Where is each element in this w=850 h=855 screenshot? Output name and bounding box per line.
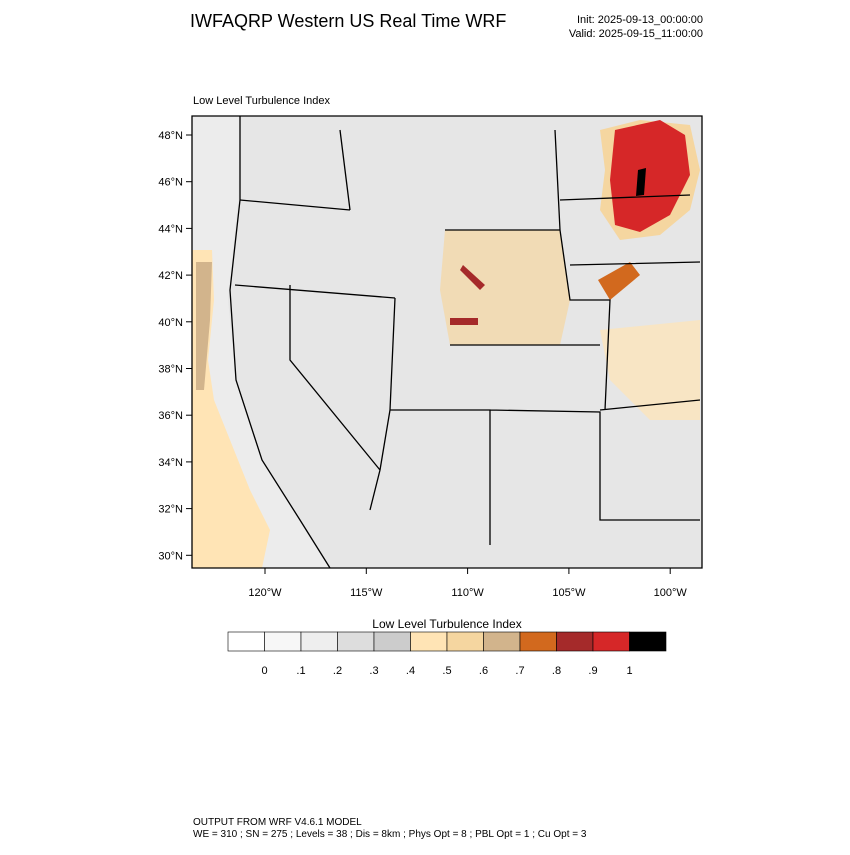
lat-labels: 48°N 46°N 44°N 42°N 40°N 38°N 36°N 34°N 32°N 30°N [158, 130, 192, 562]
init-time: Init: 2025-09-13_00:00:00 [577, 14, 703, 26]
colorbar-box [592, 631, 630, 652]
lat-label: 48°N [158, 130, 183, 142]
turbulence-area [450, 318, 478, 325]
lat-label: 32°N [158, 504, 183, 516]
colorbar-box [556, 631, 594, 652]
turbulence-area [610, 120, 690, 232]
colorbar-label: 1 [626, 665, 632, 677]
colorbar-box [227, 631, 265, 652]
colorbar-label: .4 [406, 665, 415, 677]
colorbar-label: .9 [588, 665, 597, 677]
turbulence-area [440, 230, 570, 345]
colorbar-box [483, 631, 521, 652]
colorbar-title: Low Level Turbulence Index [372, 617, 521, 631]
colorbar-label: .7 [515, 665, 524, 677]
lon-label: 120°W [248, 587, 282, 599]
lat-label: 36°N [158, 410, 183, 422]
colorbar-box [264, 631, 302, 652]
lat-label: 38°N [158, 364, 183, 376]
valid-time: Valid: 2025-09-15_11:00:00 [569, 28, 703, 40]
colorbar-label: .1 [296, 665, 305, 677]
lat-label: 34°N [158, 457, 183, 469]
turbulence-area [600, 320, 700, 420]
footer-line: OUTPUT FROM WRF V4.6.1 MODEL [193, 817, 362, 828]
colorbar-label: .5 [442, 665, 451, 677]
colorbar-box [446, 631, 484, 652]
colorbar-box [629, 631, 667, 652]
ocean-pattern [196, 262, 212, 390]
colorbar-label: .6 [479, 665, 488, 677]
turbulence-area [460, 265, 485, 290]
lon-label: 115°W [350, 587, 383, 599]
lon-labels: 120°W 115°W 110°W 105°W 100°W [248, 568, 687, 599]
lon-label: 100°W [654, 587, 688, 599]
lat-label: 42°N [158, 270, 183, 282]
turbulence-area [636, 168, 646, 196]
map [191, 115, 703, 569]
ocean-pattern [192, 250, 270, 568]
colorbar-label: .3 [369, 665, 378, 677]
lat-label: 30°N [158, 550, 183, 562]
lon-label: 110°W [451, 587, 484, 599]
lat-label: 40°N [158, 317, 183, 329]
colorbar-box [410, 631, 448, 652]
colorbar-box [373, 631, 411, 652]
colorbar-box [337, 631, 375, 652]
footer-line: WE = 310 ; SN = 275 ; Levels = 38 ; Dis … [193, 829, 587, 840]
state-borders [191, 115, 703, 569]
lon-label: 105°W [552, 587, 586, 599]
title: IWFAQRP Western US Real Time WRF [190, 11, 506, 31]
turbulence-area [598, 262, 640, 300]
colorbar-box [300, 631, 338, 652]
lat-label: 46°N [158, 177, 183, 189]
colorbar-label: .8 [552, 665, 561, 677]
colorbar-label: .2 [333, 665, 342, 677]
colorbar-label: 0 [261, 665, 267, 677]
map-label: Low Level Turbulence Index [193, 95, 330, 107]
lat-label: 44°N [158, 223, 183, 235]
colorbar-box [519, 631, 557, 652]
colorbar: 0 .1 .2 .3 .4 .5 .6 .7 .8 .9 1 [227, 631, 667, 677]
